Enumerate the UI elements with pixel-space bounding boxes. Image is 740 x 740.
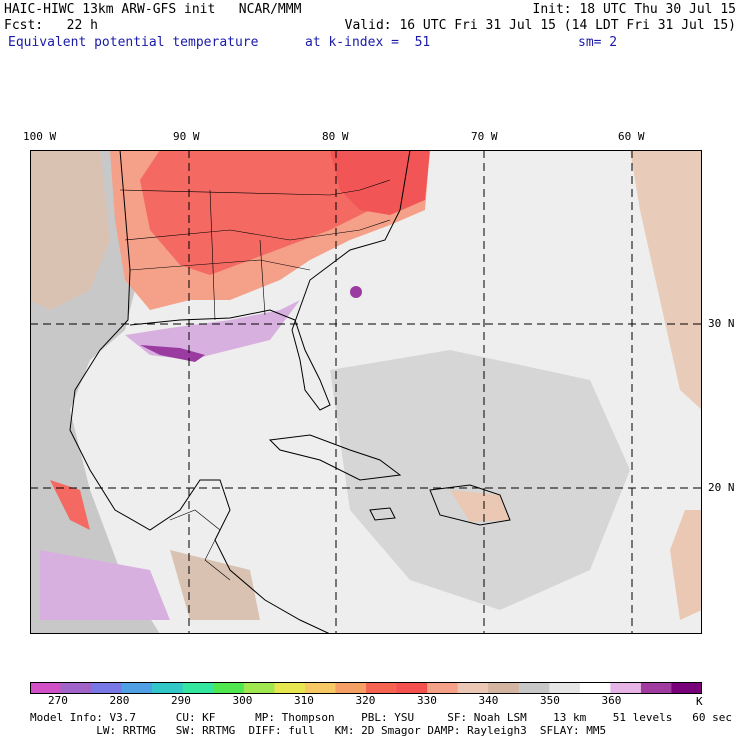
colorbar-swatch: [30, 682, 62, 694]
colorbar-swatch: [396, 682, 428, 694]
theta-e-map: [30, 150, 702, 634]
colorbar-label: 360: [601, 694, 622, 707]
border-line-6: [169, 509, 231, 581]
colorbar-swatch: [366, 682, 398, 694]
model-info-line2: LW: RRTMG SW: RRTMG DIFF: full KM: 2D Sm…: [30, 724, 607, 737]
caribbean-grey-area: [330, 350, 630, 610]
colorbar-swatch: [518, 682, 550, 694]
field-name: Equivalent potential temperature: [8, 35, 259, 50]
southwest-tan-area: [30, 150, 110, 310]
lon-label-70w: 70 W: [471, 130, 498, 143]
lon-label-80w: 80 W: [322, 130, 349, 143]
border-line-4: [209, 189, 216, 321]
atlantic-tan-area: [630, 150, 702, 410]
colorbar-swatch: [549, 682, 581, 694]
colorbar-swatch: [457, 682, 489, 694]
atlantic-coast: [291, 150, 411, 331]
model-info-line1: Model Info: V3.7 CU: KF MP: Thompson PBL…: [30, 711, 732, 724]
colorbar-swatch: [60, 682, 92, 694]
mexico-hot-spot: [50, 480, 90, 530]
colorbar-swatch: [304, 682, 336, 694]
colorbar-label: 300: [232, 694, 253, 707]
colorbar-swatch: [213, 682, 245, 694]
central-america-tan-area: [170, 550, 260, 620]
gulf-coast-west: [69, 150, 331, 634]
colorbar-swatch: [182, 682, 214, 694]
colorbar-label: 330: [417, 694, 437, 707]
colorbar-label: 320: [355, 694, 376, 707]
colorbar-swatch: [121, 682, 153, 694]
colorbar-swatch: [274, 682, 306, 694]
colorbar-label: 280: [109, 694, 130, 707]
border-line-5: [259, 239, 266, 316]
lon-label-90w: 90 W: [173, 130, 200, 143]
colorbar: [30, 682, 702, 694]
atlantic-purple-spot: [350, 286, 362, 298]
gulf-purple-band: [125, 300, 300, 360]
political-borders: [119, 179, 391, 581]
lat-lon-grid: [30, 150, 702, 634]
east-tan-area: [670, 510, 702, 620]
border-line-2: [124, 219, 391, 241]
lon-label-100w: 100 W: [23, 130, 57, 143]
colorbar-frame: [30, 682, 702, 694]
model-title: HAIC-HIWC 13km ARW-GFS init NCAR/MMM: [4, 2, 302, 17]
gulf-dark-purple-band: [140, 345, 205, 362]
hispaniola-tan-area: [450, 490, 510, 522]
colorbar-label: K: [696, 695, 703, 708]
colorbar-swatch: [335, 682, 367, 694]
colorbar-swatch: [579, 682, 611, 694]
colorbar-label: 270: [48, 694, 68, 707]
colorbar-swatch: [152, 682, 184, 694]
forecast-hour: Fcst: 22 h: [4, 18, 98, 33]
map-frame: [30, 150, 702, 634]
lon-label-60w: 60 W: [618, 130, 645, 143]
colorbar-swatch: [91, 682, 123, 694]
border-line-1: [119, 179, 391, 196]
smoothing: sm= 2: [578, 35, 618, 50]
colorbar-swatch: [671, 682, 702, 694]
init-time: Init: 18 UTC Thu 30 Jul 15: [532, 2, 737, 17]
border-line-3: [129, 259, 311, 271]
colorbar-label: 290: [171, 694, 191, 707]
colorbar-swatch: [427, 682, 459, 694]
gulf-coast-north: [129, 309, 331, 411]
pacific-purple-area: [40, 550, 170, 620]
level-index: at k-index = 51: [305, 35, 431, 50]
cuba-outline: [268, 434, 402, 481]
hispaniola-outline: [429, 484, 511, 526]
lat-label-30n: 30 N: [708, 317, 735, 330]
colorbar-label: 350: [540, 694, 560, 707]
colorbar-swatch: [640, 682, 672, 694]
lat-label-20n: 20 N: [708, 481, 735, 494]
coastlines: [69, 150, 511, 634]
colorbar-label: 340: [478, 694, 499, 707]
colorbar-swatch: [610, 682, 642, 694]
jamaica-outline: [369, 507, 396, 521]
valid-time: Valid: 16 UTC Fri 31 Jul 15 (14 LDT Fri …: [344, 18, 736, 33]
colorbar-label: 310: [294, 694, 314, 707]
mid-atlantic-hot-area: [330, 150, 430, 215]
colorbar-swatch: [488, 682, 520, 694]
colorbar-swatch: [243, 682, 275, 694]
